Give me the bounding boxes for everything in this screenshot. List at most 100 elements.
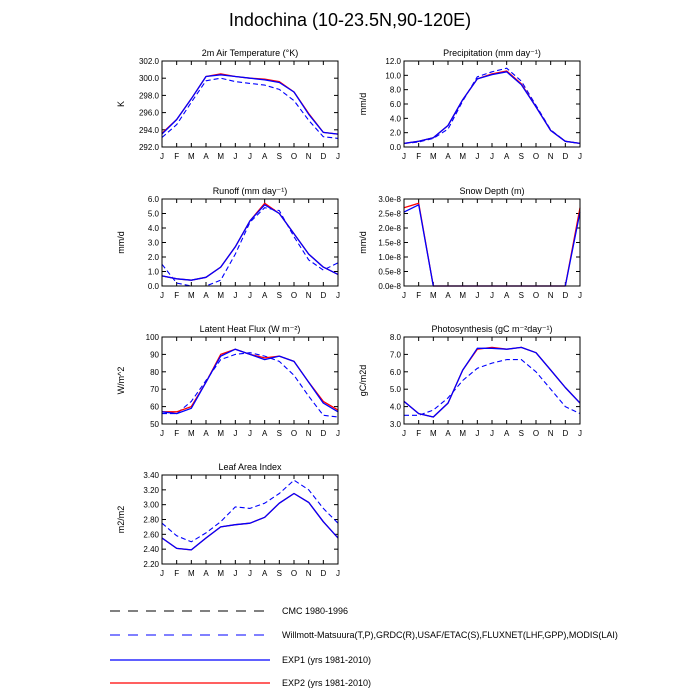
x-tick-label: M (188, 429, 195, 438)
y-tick-label: 3.40 (143, 471, 159, 480)
series-line-exp2 (162, 348, 339, 413)
y-tick-label: 5.0 (148, 210, 160, 219)
x-tick-label: S (277, 152, 282, 161)
y-tick-label: 302.0 (139, 57, 160, 66)
x-tick-label: F (174, 152, 179, 161)
x-tick-label: F (416, 291, 421, 300)
x-tick-label: D (562, 291, 568, 300)
y-tick-label: 4.0 (390, 114, 402, 123)
x-tick-label: N (306, 291, 312, 300)
legend-label-cmc: CMC 1980-1996 (282, 606, 348, 616)
x-tick-label: A (504, 152, 510, 161)
x-tick-label: D (320, 152, 326, 161)
series-line-obs (404, 359, 581, 416)
x-tick-label: J (578, 291, 582, 300)
y-tick-label: 1.0e-8 (378, 253, 401, 262)
y-tick-label: 50 (150, 420, 159, 429)
x-tick-label: J (475, 152, 479, 161)
y-tick-label: 7.0 (390, 350, 402, 359)
chart-panel-2: Precipitation (mm day⁻¹) mm/d 0.0 2.0 4.0 6.0… (358, 48, 582, 161)
series-line-exp2 (161, 492, 339, 551)
x-tick-label: S (519, 291, 524, 300)
x-tick-label: J (578, 429, 582, 438)
panel-title: 2m Air Temperature (°K) (202, 48, 298, 58)
x-tick-label: M (217, 152, 224, 161)
legend-label-exp1: EXP1 (yrs 1981-2010) (282, 655, 371, 665)
y-tick-label: 3.0 (390, 420, 402, 429)
x-tick-label: A (504, 291, 510, 300)
x-tick-label: J (248, 152, 252, 161)
x-tick-label: N (306, 152, 312, 161)
plot-frame (403, 336, 581, 425)
plot-frame (161, 60, 339, 148)
series-line-exp2 (403, 346, 581, 418)
y-tick-label: 10.0 (385, 71, 401, 80)
y-tick-label: 3.20 (143, 486, 159, 495)
y-tick-label: 8.0 (390, 86, 402, 95)
y-tick-label: 296.0 (139, 109, 160, 118)
y-tick-label: 8.0 (390, 333, 402, 342)
y-tick-label: 4.0 (148, 224, 160, 233)
y-tick-label: 0.0 (148, 282, 160, 291)
y-tick-label: 6.0 (390, 100, 402, 109)
x-tick-label: A (262, 152, 268, 161)
y-axis-label: m2/m2 (116, 506, 126, 534)
x-tick-label: J (336, 152, 340, 161)
y-tick-label: 70 (150, 385, 159, 394)
plot-frame (403, 198, 581, 287)
x-tick-label: F (174, 429, 179, 438)
x-tick-label: J (160, 291, 164, 300)
x-tick-label: M (188, 152, 195, 161)
series-line-exp1 (403, 204, 581, 287)
plot-frame (161, 336, 339, 425)
panel-title: Precipitation (mm day⁻¹) (443, 48, 541, 58)
y-tick-label: 6.0 (390, 368, 402, 377)
series-line-exp1 (403, 71, 581, 145)
series-line-exp2 (403, 202, 581, 287)
x-tick-label: M (430, 291, 437, 300)
x-tick-label: F (174, 569, 179, 578)
panel-title: Runoff (mm day⁻¹) (213, 186, 288, 196)
x-tick-label: A (504, 429, 510, 438)
x-tick-label: J (475, 291, 479, 300)
y-tick-label: 300.0 (139, 74, 160, 83)
x-tick-label: O (291, 429, 297, 438)
x-tick-label: S (519, 429, 524, 438)
y-tick-label: 2.20 (143, 560, 159, 569)
x-tick-label: N (306, 429, 312, 438)
series-line-exp1 (161, 204, 339, 281)
x-tick-label: J (490, 429, 494, 438)
legend: CMC 1980-1996 Willmott-Matsuura(T,P),GRDC… (110, 606, 618, 688)
x-tick-label: A (203, 291, 209, 300)
series-line-exp2 (161, 202, 339, 281)
x-tick-label: J (233, 152, 237, 161)
chart-panel-7: Leaf Area Index m2/m2 2.20 2.40 2.60 2.80 3.00… (116, 462, 340, 578)
y-tick-label: 5.0 (390, 385, 402, 394)
x-tick-label: J (248, 291, 252, 300)
y-tick-label: 2.0 (390, 129, 402, 138)
y-axis-label: mm/d (358, 93, 368, 116)
x-tick-label: A (203, 152, 209, 161)
x-tick-label: J (160, 152, 164, 161)
y-tick-label: 0.5e-8 (378, 268, 401, 277)
legend-label-obs: Willmott-Matsuura(T,P),GRDC(R),USAF/ETAC… (282, 630, 618, 640)
y-tick-label: 3.0e-8 (378, 195, 401, 204)
x-tick-label: O (291, 291, 297, 300)
x-tick-label: A (203, 569, 209, 578)
y-axis-label: gC/m2d (358, 365, 368, 397)
x-tick-label: O (291, 152, 297, 161)
y-tick-label: 294.0 (139, 126, 160, 135)
y-tick-label: 0.0 (390, 143, 402, 152)
x-tick-label: D (320, 569, 326, 578)
x-tick-label: J (233, 569, 237, 578)
y-tick-label: 292.0 (139, 143, 160, 152)
x-tick-label: J (248, 569, 252, 578)
y-tick-label: 2.80 (143, 516, 159, 525)
x-tick-label: J (490, 152, 494, 161)
plot-frame (403, 60, 581, 148)
x-tick-label: M (188, 291, 195, 300)
x-tick-label: O (533, 429, 539, 438)
series-line-obs (403, 67, 581, 144)
x-tick-label: A (262, 429, 268, 438)
x-tick-label: M (217, 569, 224, 578)
